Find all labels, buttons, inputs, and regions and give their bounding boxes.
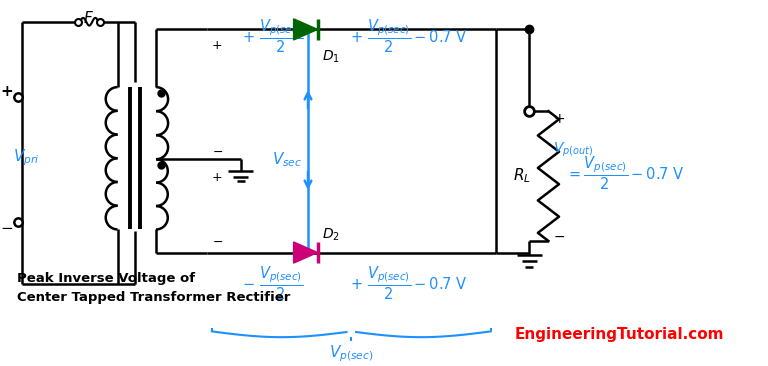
Text: $-$: $-$ <box>0 219 13 234</box>
Text: $-$: $-$ <box>212 145 223 158</box>
Text: Peak Inverse Voltage of
Center Tapped Transformer Rectifier: Peak Inverse Voltage of Center Tapped Tr… <box>17 272 290 304</box>
Text: +: + <box>0 85 13 100</box>
Text: $R_L$: $R_L$ <box>513 167 531 186</box>
Text: $+\ \dfrac{V_{p(sec)}}{2} - 0.7\ \mathrm{V}$: $+\ \dfrac{V_{p(sec)}}{2} - 0.7\ \mathrm… <box>350 265 468 302</box>
Text: $V_{pri}$: $V_{pri}$ <box>13 147 39 168</box>
Text: +: + <box>212 39 223 52</box>
Text: $D_1$: $D_1$ <box>323 49 340 65</box>
Text: $V_{sec}$: $V_{sec}$ <box>273 150 303 169</box>
Polygon shape <box>293 19 318 40</box>
Text: +: + <box>553 112 565 126</box>
Text: $+\ \dfrac{V_{p(sec)}}{2}$: $+\ \dfrac{V_{p(sec)}}{2}$ <box>242 18 303 55</box>
Text: $V_{p(sec)}$: $V_{p(sec)}$ <box>329 343 373 363</box>
Text: $-$: $-$ <box>212 235 223 248</box>
Text: +: + <box>212 171 223 184</box>
Text: $-\ \dfrac{V_{p(sec)}}{2}$: $-\ \dfrac{V_{p(sec)}}{2}$ <box>242 265 303 302</box>
Text: EngineeringTutorial.com: EngineeringTutorial.com <box>515 327 724 342</box>
Text: $V_{p(out)}$: $V_{p(out)}$ <box>553 141 594 159</box>
Text: $D_2$: $D_2$ <box>323 227 340 243</box>
Polygon shape <box>293 242 318 263</box>
Text: $-$: $-$ <box>553 229 565 243</box>
Text: $= \dfrac{V_{p(sec)}}{2} - 0.7\ \mathrm{V}$: $= \dfrac{V_{p(sec)}}{2} - 0.7\ \mathrm{… <box>566 155 684 193</box>
Text: $+\ \dfrac{V_{p(sec)}}{2} - 0.7\ \mathrm{V}$: $+\ \dfrac{V_{p(sec)}}{2} - 0.7\ \mathrm… <box>350 18 468 55</box>
Text: $F$: $F$ <box>83 10 94 26</box>
